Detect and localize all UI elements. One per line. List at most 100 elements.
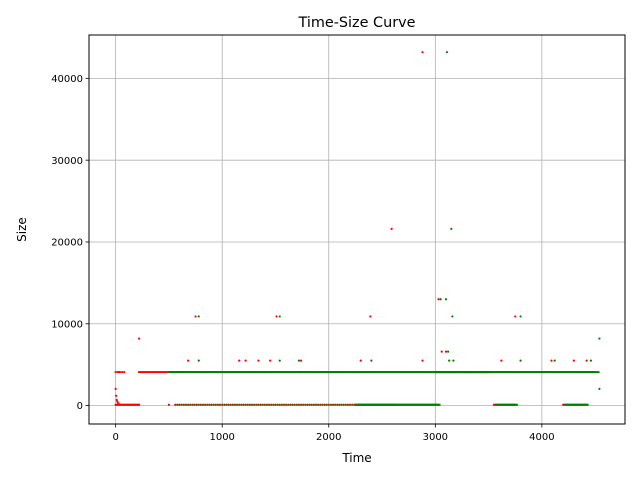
data-point <box>310 403 313 406</box>
data-point <box>187 359 190 362</box>
data-point <box>197 359 200 362</box>
data-point <box>297 359 301 362</box>
y-tick-label: 20000 <box>51 238 83 249</box>
data-point <box>197 315 200 318</box>
scatter-points <box>114 51 601 406</box>
data-point <box>233 403 237 406</box>
data-point <box>317 403 320 406</box>
data-point <box>123 370 126 374</box>
data-point <box>114 370 117 374</box>
data-point <box>293 403 296 406</box>
data-point <box>270 403 273 406</box>
data-point <box>208 403 211 406</box>
data-point <box>550 359 553 362</box>
data-point <box>351 403 354 406</box>
data-point <box>199 403 202 406</box>
data-point <box>250 403 254 406</box>
data-point <box>180 403 183 406</box>
data-point <box>259 403 262 406</box>
x-axis-label: Time <box>341 451 371 465</box>
data-point <box>445 51 449 54</box>
data-point <box>229 403 232 406</box>
data-point <box>117 402 120 405</box>
data-point <box>344 403 347 406</box>
data-point <box>447 350 450 353</box>
x-tick-label: 1000 <box>209 432 234 443</box>
data-point <box>437 298 440 301</box>
data-point <box>137 337 141 340</box>
data-point <box>421 359 424 362</box>
data-point <box>120 370 124 374</box>
data-point <box>176 403 179 406</box>
data-point <box>174 403 177 406</box>
data-point <box>267 403 271 406</box>
data-point <box>302 403 305 406</box>
data-point <box>452 359 455 362</box>
data-point <box>242 403 245 406</box>
data-point <box>287 403 290 406</box>
data-point <box>182 403 185 406</box>
data-point <box>218 403 222 406</box>
data-point <box>255 403 258 406</box>
data-point <box>282 403 286 406</box>
data-point <box>440 350 443 353</box>
data-point <box>438 403 441 406</box>
data-point <box>329 403 332 406</box>
data-point <box>325 403 328 406</box>
data-point <box>269 359 272 362</box>
data-point <box>210 403 213 406</box>
data-point <box>444 350 448 353</box>
data-point <box>240 403 243 406</box>
data-point <box>500 359 503 362</box>
data-point <box>275 315 278 318</box>
data-point <box>336 403 339 406</box>
data-point <box>244 403 247 406</box>
data-point <box>321 403 324 406</box>
data-point <box>369 315 372 318</box>
data-point <box>116 400 119 403</box>
y-axis-label: Size <box>15 217 29 242</box>
data-point <box>253 403 256 406</box>
data-point <box>439 298 442 301</box>
data-point <box>553 359 556 362</box>
data-point <box>334 403 337 406</box>
data-point <box>304 403 307 406</box>
data-point <box>598 337 601 340</box>
data-point <box>137 403 141 406</box>
data-point <box>227 403 230 406</box>
data-point <box>585 359 588 362</box>
x-tick-label: 2000 <box>316 432 341 443</box>
data-point <box>572 359 575 362</box>
data-point <box>299 359 303 362</box>
data-point <box>289 403 292 406</box>
data-point <box>280 403 283 406</box>
y-tick-label: 10000 <box>51 319 83 330</box>
data-point <box>306 403 309 406</box>
data-point <box>297 403 301 406</box>
plot-frame <box>88 34 626 425</box>
data-point <box>221 403 224 406</box>
data-point <box>519 359 522 362</box>
data-point <box>319 403 322 406</box>
data-point <box>274 403 277 406</box>
data-point <box>308 403 311 406</box>
data-point <box>327 403 330 406</box>
data-point <box>214 403 217 406</box>
data-point <box>193 403 196 406</box>
data-point <box>448 359 451 362</box>
data-point <box>519 315 522 318</box>
chart-title: Time-Size Curve <box>298 15 416 31</box>
data-point <box>225 403 228 406</box>
data-point <box>216 403 220 406</box>
data-point <box>285 403 288 406</box>
data-point <box>257 403 260 406</box>
data-point <box>299 403 303 406</box>
data-point <box>340 403 343 406</box>
data-point <box>450 227 453 230</box>
data-point <box>257 359 260 362</box>
data-point <box>231 403 234 406</box>
data-point <box>204 403 207 406</box>
x-tick-label: 4000 <box>529 432 554 443</box>
